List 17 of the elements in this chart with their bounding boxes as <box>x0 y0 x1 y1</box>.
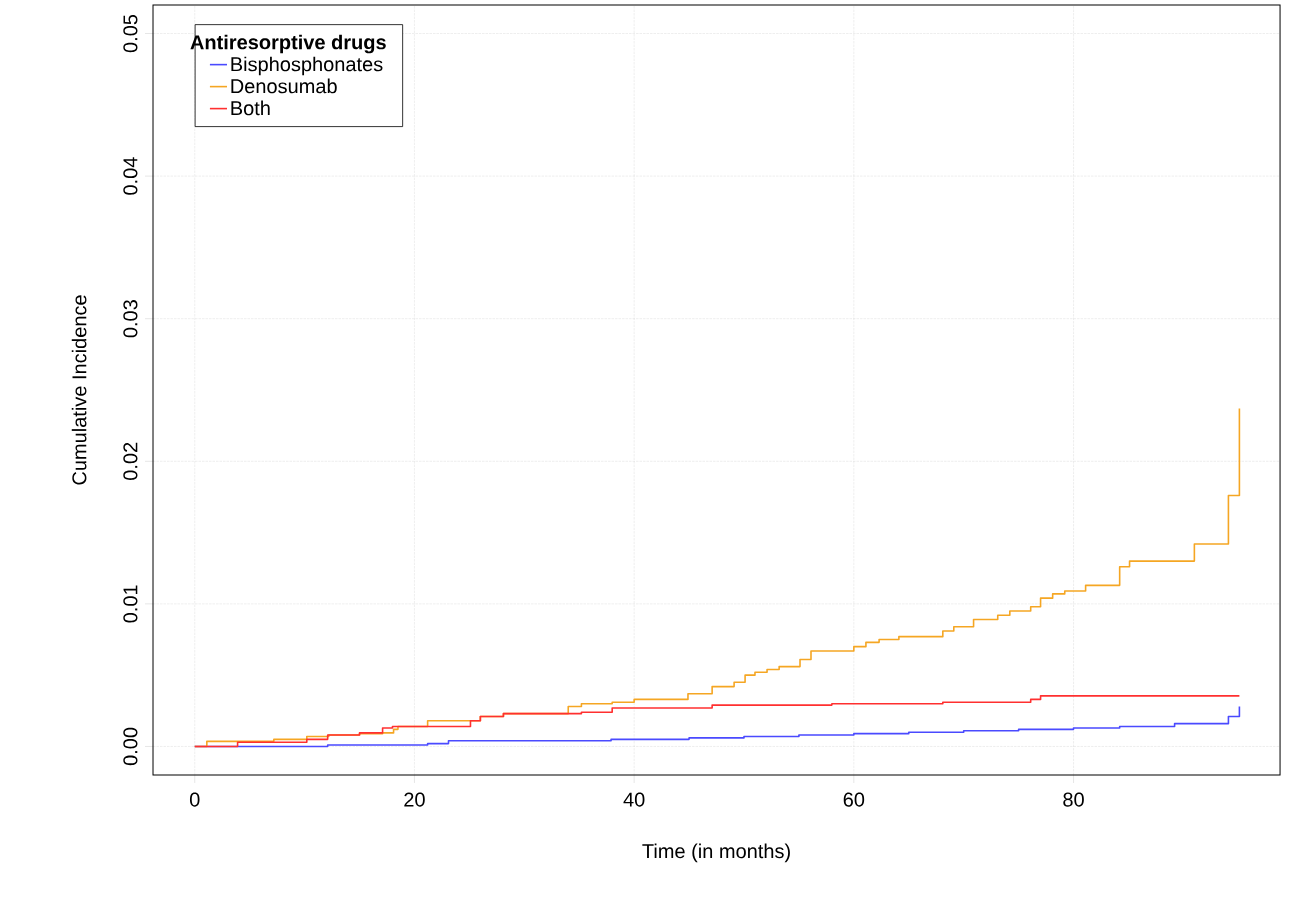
y-axis-title: Cumulative Incidence <box>71 295 87 485</box>
x-tick-label: 0 <box>189 792 200 807</box>
y-tick-label: 0.02 <box>123 442 138 480</box>
legend-title: Antiresorptive drugs <box>190 34 386 54</box>
legend-label: Bisphosphonates <box>231 56 383 76</box>
y-tick-label: 0.00 <box>123 727 138 766</box>
y-tick-label: 0.03 <box>123 300 138 338</box>
x-tick-label: 20 <box>404 792 425 807</box>
y-tick-label: 0.05 <box>123 14 138 53</box>
legend-label: Both <box>231 100 270 116</box>
x-tick-label: 80 <box>1063 792 1084 807</box>
y-tick-label: 0.04 <box>123 157 138 195</box>
x-axis-title: Time (in months) <box>642 843 790 863</box>
y-tick-label: 0.01 <box>123 585 138 623</box>
x-tick-label: 40 <box>623 792 645 807</box>
x-tick-label: 60 <box>843 792 865 807</box>
legend-label: Denosumab <box>231 78 337 94</box>
